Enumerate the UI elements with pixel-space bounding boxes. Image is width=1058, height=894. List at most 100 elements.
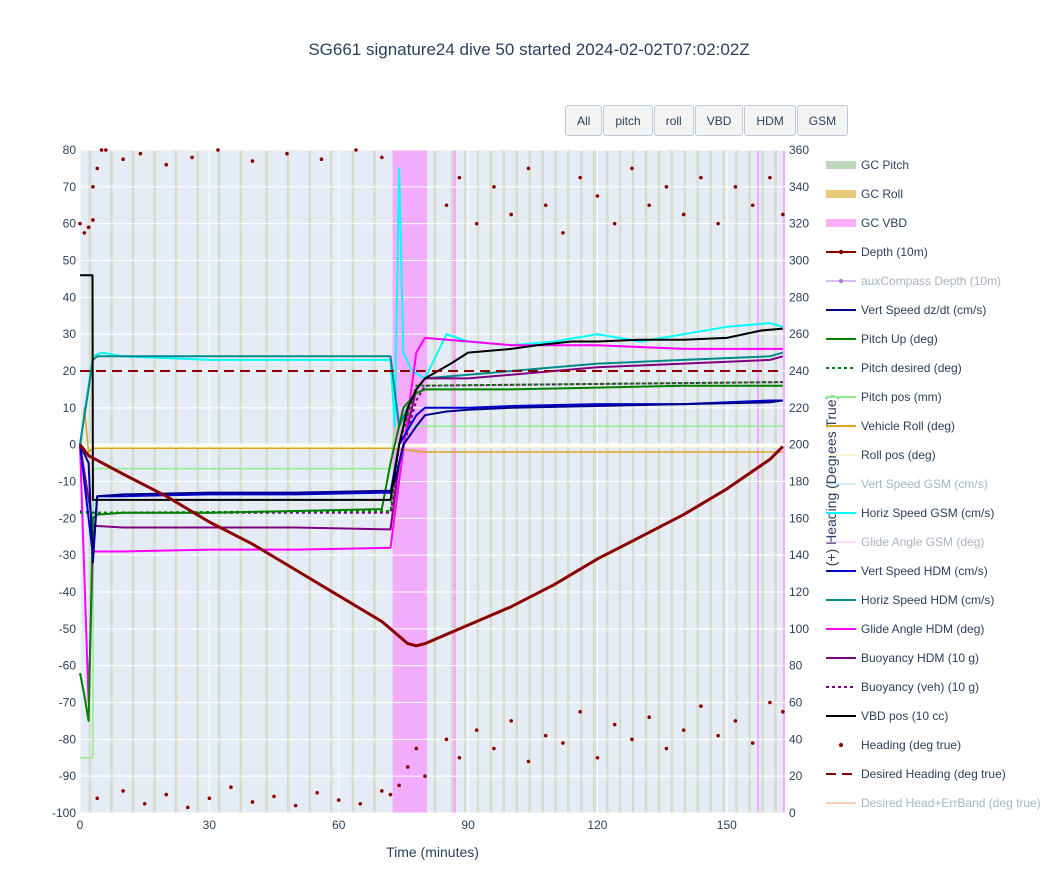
- legend-label: Heading (deg true): [861, 738, 961, 752]
- legend-item: Glide Angle HDM (deg): [826, 622, 984, 636]
- horiz-speed-gsm-line: [79, 167, 784, 445]
- heading-point: [121, 157, 125, 162]
- gc-pitch-band: [554, 150, 556, 813]
- legend-item: Desired Heading (deg true): [826, 767, 1006, 781]
- button-pitch[interactable]: pitch: [603, 105, 653, 136]
- legend-item: GC VBD: [826, 216, 907, 230]
- gc-roll-band: [90, 150, 92, 813]
- buoyancy-hdm-line: [79, 355, 784, 531]
- legend-item: Buoyancy (veh) (10 g): [826, 680, 979, 694]
- gc-roll-band: [452, 150, 454, 813]
- gc-pitch-band: [373, 150, 375, 813]
- heading-point: [681, 728, 686, 732]
- legend-item: Depth (10m): [826, 245, 928, 259]
- heading-point: [509, 212, 513, 217]
- y2-tick-label: 0: [789, 806, 796, 820]
- heading-point: [492, 746, 496, 751]
- gc-roll-band: [749, 150, 751, 813]
- heading-point: [578, 175, 582, 180]
- y-tick-label: 80: [63, 143, 77, 157]
- heading-point: [164, 792, 169, 797]
- glide-angle-hdm-line: [79, 336, 783, 704]
- gc-pitch-band: [670, 150, 672, 813]
- legend-item: GC Roll: [826, 187, 903, 201]
- gc-roll-band: [219, 150, 221, 813]
- heading-point: [216, 148, 220, 152]
- heading-point: [526, 166, 531, 171]
- heading-point: [578, 709, 582, 714]
- heading-point: [492, 185, 496, 189]
- gc-roll-band: [374, 150, 376, 813]
- legend-item: Pitch desired (deg): [826, 361, 962, 375]
- gc-pitch-band: [631, 150, 634, 813]
- heading-point: [91, 218, 95, 222]
- gc-roll-band: [711, 150, 713, 813]
- button-hdm[interactable]: HDM: [744, 105, 796, 136]
- heading-point: [526, 759, 531, 764]
- heading-point: [699, 704, 703, 708]
- y2-tick-label: 280: [789, 290, 809, 304]
- legend-label: Roll pos (deg): [861, 448, 936, 462]
- heading-point: [681, 212, 686, 217]
- heading-point: [509, 719, 513, 723]
- gc-roll-band: [762, 150, 764, 813]
- y-tick-label: 10: [63, 401, 77, 415]
- heading-point: [733, 185, 738, 189]
- y2-tick-label: 100: [789, 622, 809, 636]
- y-tick-label: 40: [63, 290, 77, 304]
- y-tick-label: 20: [63, 364, 77, 378]
- grid-lines: [79, 149, 785, 814]
- gc-pitch-band: [567, 150, 569, 813]
- button-all[interactable]: All: [565, 105, 603, 136]
- gc-roll-band: [736, 150, 738, 813]
- y2-tick-label: 60: [789, 696, 803, 710]
- x-tick-label: 30: [203, 818, 217, 832]
- gc-pitch-band: [433, 150, 435, 813]
- heading-point: [91, 185, 95, 189]
- legend-swatch-marker: [838, 278, 844, 284]
- y2-tick-label: 260: [789, 327, 809, 341]
- x-tick-label: 60: [332, 818, 346, 832]
- gc-vbd-band: [782, 150, 785, 813]
- y-tick-label: -10: [59, 475, 77, 489]
- heading-point: [104, 148, 108, 152]
- y2-tick-label: 320: [789, 217, 809, 231]
- heading-point: [750, 203, 755, 208]
- heading-point: [405, 765, 410, 769]
- heading-point: [664, 185, 669, 189]
- y-tick-label: -40: [59, 585, 77, 599]
- y2-tick-label: 160: [789, 511, 809, 525]
- legend-swatch: [839, 743, 843, 747]
- button-roll[interactable]: roll: [653, 105, 694, 136]
- gc-roll-band: [542, 150, 544, 813]
- legend-label: auxCompass Depth (10m): [861, 274, 1001, 288]
- heading-point: [397, 783, 401, 788]
- legend-label: GC Pitch: [861, 158, 909, 172]
- legend-label: GC VBD: [861, 216, 907, 230]
- button-gsm[interactable]: GSM: [796, 105, 849, 136]
- gc-roll-band: [672, 150, 674, 813]
- gc-roll-band: [723, 150, 725, 813]
- legend-item: Vert Speed GSM (cm/s): [826, 477, 988, 491]
- y2-tick-label: 360: [789, 143, 809, 157]
- buoyancy-veh-line: [79, 381, 783, 514]
- gc-pitch-band: [131, 150, 133, 813]
- y2-tick-label: 40: [789, 732, 803, 746]
- heading-point: [474, 221, 479, 226]
- button-vbd[interactable]: VBD: [694, 105, 744, 136]
- gc-roll-band: [555, 150, 557, 813]
- gc-roll-band: [288, 150, 290, 813]
- heading-point: [358, 801, 363, 806]
- gc-pitch-band: [606, 150, 608, 813]
- legend-label: Desired Head+ErrBand (deg true): [861, 796, 1041, 810]
- gc-pitch-band: [722, 150, 724, 813]
- y2-tick-label: 120: [789, 585, 809, 599]
- gc-pitch-band: [735, 150, 737, 813]
- gc-roll-band: [111, 150, 113, 813]
- heading-point: [99, 148, 104, 152]
- legend-label: Vert Speed HDM (cm/s): [861, 564, 988, 578]
- legend-item: Roll pos (deg): [826, 448, 936, 462]
- y2-tick-label: 200: [789, 438, 809, 452]
- gc-roll-band: [568, 150, 570, 813]
- y-tick-label: 30: [63, 327, 77, 341]
